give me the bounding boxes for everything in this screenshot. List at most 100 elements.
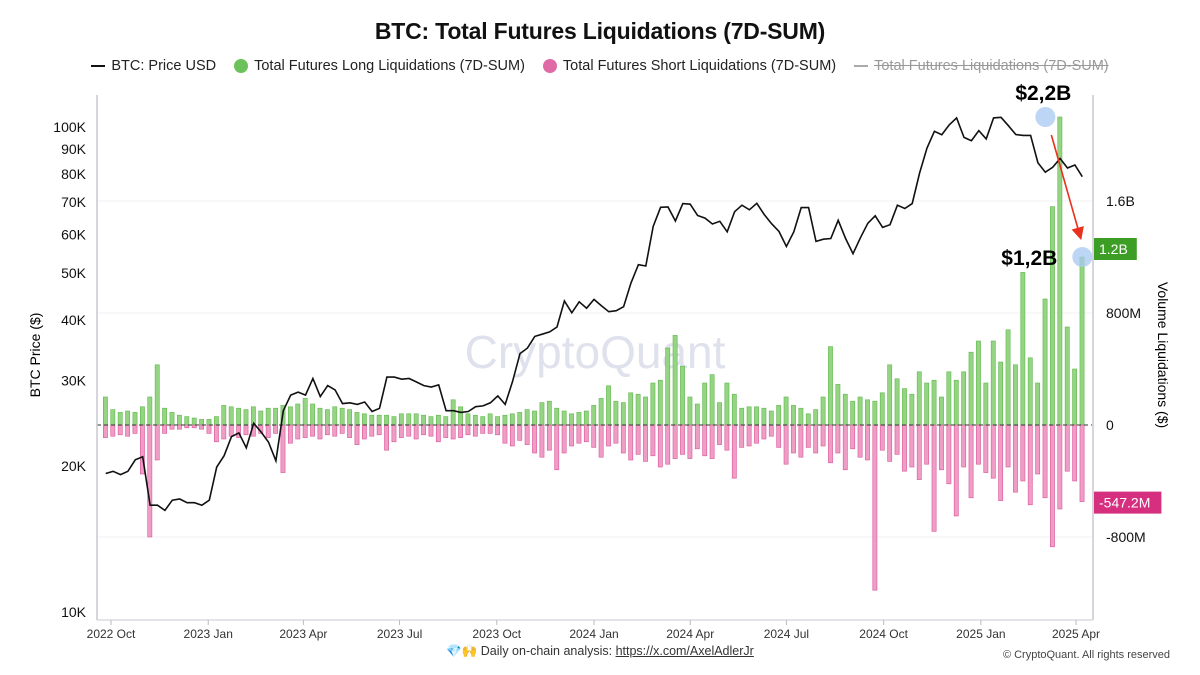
left-tick-label: 20K — [61, 458, 87, 474]
long-liquidation-bar — [1013, 364, 1018, 426]
short-liquidation-bar — [125, 424, 131, 437]
short-liquidation-bar — [1064, 424, 1070, 472]
long-liquidation-bar — [798, 407, 804, 426]
short-liquidation-bar — [976, 424, 981, 465]
short-liquidation-bar — [480, 424, 486, 434]
short-liquidation-bar — [776, 424, 782, 448]
short-liquidation-bar — [857, 424, 863, 458]
legend-item-total-disabled[interactable]: Total Futures Liquidations (7D-SUM) — [854, 58, 1109, 74]
short-liquidation-bar — [709, 424, 715, 459]
short-liquidation-bar — [110, 424, 116, 437]
long-liquidation-bar — [458, 406, 463, 426]
long-liquidation-bar — [132, 412, 138, 426]
x-tick-label: 2023 Apr — [279, 627, 327, 641]
short-liquidation-bar — [768, 424, 774, 437]
long-liquidation-bar — [154, 364, 160, 426]
short-liquidation-bar — [391, 424, 397, 443]
long-liquidation-bar — [199, 419, 204, 426]
legend-item-long[interactable]: Total Futures Long Liquidations (7D-SUM) — [234, 58, 525, 74]
short-liquidation-bar — [295, 424, 301, 440]
x-tick-label: 2023 Jan — [184, 627, 233, 641]
long-liquidation-bar — [835, 384, 841, 426]
copyright: © CryptoQuant. All rights reserved — [1002, 649, 1170, 661]
long-liquidation-bar — [295, 403, 301, 426]
long-liquidation-bar — [310, 403, 315, 426]
short-liquidation-bar — [835, 424, 841, 454]
short-liquidation-bar — [953, 424, 959, 517]
long-liquidation-bar — [598, 398, 604, 426]
short-liquidation-bar — [154, 424, 160, 461]
long-liquidation-bar — [539, 402, 545, 426]
short-liquidation-bar — [546, 424, 552, 451]
footer-link[interactable]: https://x.com/AxelAdlerJr — [615, 644, 754, 658]
short-liquidation-bar — [946, 424, 952, 485]
long-liquidation-bar — [302, 398, 308, 426]
left-tick-label: 60K — [61, 227, 87, 243]
long-liquidation-bar — [347, 409, 352, 426]
short-liquidation-bar — [384, 424, 389, 451]
short-liquidation-bar — [324, 424, 330, 436]
short-liquidation-bar — [916, 424, 922, 480]
short-liquidation-bar — [865, 424, 870, 461]
long-liquidation-bar — [717, 402, 722, 426]
long-liquidation-bar — [421, 414, 426, 426]
short-liquidation-bar — [191, 424, 197, 429]
short-liquidation-bar — [406, 424, 412, 437]
footer-text: Daily on-chain analysis: — [480, 644, 613, 658]
left-tick-label: 40K — [61, 312, 87, 328]
short-liquidation-bar — [206, 424, 212, 434]
short-liquidation-bar — [1013, 424, 1018, 493]
long-liquidation-bar — [672, 335, 678, 426]
watermark: CryptoQuant — [465, 326, 726, 378]
x-tick-label: 2023 Jul — [377, 627, 422, 641]
long-liquidation-bar — [472, 414, 478, 426]
footer: 💎🙌 Daily on-chain analysis: https://x.co… — [0, 644, 1200, 659]
short-liquidation-bar — [983, 424, 989, 473]
long-liquidation-bar — [680, 365, 685, 426]
annotation-latest: $1,2B — [1001, 247, 1057, 270]
short-liquidation-bar — [902, 424, 907, 472]
legend-item-short[interactable]: Total Futures Short Liquidations (7D-SUM… — [542, 58, 837, 74]
long-liquidation-bar — [524, 409, 530, 426]
pink-dot-icon — [542, 59, 557, 73]
left-tick-label: 10K — [61, 604, 87, 620]
short-liquidation-bar — [717, 424, 722, 445]
long-liquidation-bar — [894, 378, 900, 426]
long-liquidation-bar — [546, 400, 552, 426]
long-liquidation-bar — [576, 412, 582, 426]
short-liquidation-bar — [657, 424, 663, 468]
legend: BTC: Price USD Total Futures Long Liquid… — [0, 58, 1200, 74]
right-tick-label: 0 — [1106, 417, 1114, 433]
short-liquidation-bar — [731, 424, 737, 479]
x-tick-label: 2024 Oct — [859, 627, 908, 641]
long-liquidation-bar — [983, 382, 989, 426]
legend-item-price[interactable]: BTC: Price USD — [91, 58, 216, 74]
highlight-circle — [1072, 247, 1093, 267]
left-tick-label: 50K — [61, 265, 87, 281]
short-liquidation-bar — [539, 424, 545, 458]
short-liquidation-bar — [761, 424, 767, 440]
long-liquidation-bar — [206, 419, 212, 426]
long-liquidation-bar — [287, 406, 293, 426]
short-liquidation-bar — [472, 424, 478, 437]
short-liquidation-bar — [1050, 424, 1055, 548]
short-liquidation-bar — [606, 424, 611, 447]
long-liquidation-bar — [791, 405, 796, 426]
long-liquidation-bar — [828, 346, 833, 426]
short-liquidation-bar — [413, 424, 419, 440]
long-liquidation-bar — [487, 413, 493, 426]
long-liquidation-bar — [110, 409, 116, 426]
short-liquidation-bar — [805, 424, 811, 448]
short-liquidation-bar — [517, 424, 523, 441]
long-liquidation-bar — [768, 410, 774, 426]
x-tick-label: 2025 Jan — [956, 627, 1005, 641]
long-liquidation-bar — [169, 412, 175, 426]
short-liquidation-bar — [1020, 424, 1026, 482]
long-liquidation-bar — [998, 361, 1004, 426]
long-liquidation-bar — [243, 409, 249, 426]
legend-label: Total Futures Liquidations (7D-SUM) — [874, 58, 1109, 74]
legend-label: Total Futures Short Liquidations (7D-SUM… — [562, 58, 837, 74]
short-liquidation-bar — [569, 424, 574, 447]
short-liquidation-bar — [332, 424, 338, 437]
